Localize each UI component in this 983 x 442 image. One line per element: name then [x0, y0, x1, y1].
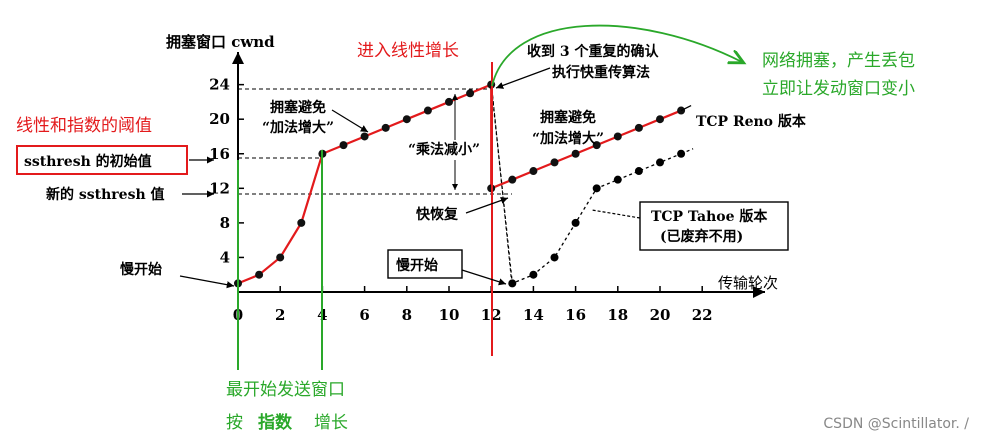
tahoe-extension [680, 148, 694, 155]
y-tick-label: 12 [209, 179, 230, 197]
reno-point [508, 175, 517, 184]
tahoe-point [592, 184, 601, 193]
guide-lines [238, 88, 513, 287]
tahoe-label-box [639, 201, 789, 251]
reno-point [529, 167, 538, 176]
reno-point [613, 132, 622, 141]
tahoe-series-sub: (已废弃不用) [660, 228, 743, 245]
tahoe-point [656, 158, 664, 167]
x-tick-label: 18 [607, 306, 628, 324]
y-tick-label: 24 [209, 76, 230, 94]
tahoe-point [529, 270, 538, 279]
reno-point [571, 149, 580, 158]
x-tick-label: 20 [650, 306, 671, 324]
fast-recovery-arrow [465, 197, 509, 214]
tahoe-series-label: TCP Tahoe 版本 [651, 208, 768, 225]
reno-point [297, 218, 306, 227]
tahoe-point [634, 167, 643, 176]
x-tick-label: 16 [565, 306, 586, 324]
ssthresh-initial-box [16, 145, 188, 175]
series-layer [234, 80, 694, 288]
reno-point [550, 158, 559, 167]
reno-point [423, 106, 432, 115]
overlay-guides [237, 62, 493, 370]
linear-growth-note: 进入线性增长 [357, 41, 459, 61]
y-tick-label: 4 [220, 248, 230, 266]
reno-point [381, 123, 390, 132]
exp-growth-note-1: 最开始发送窗口 [226, 380, 345, 400]
axes: 拥塞窗口 cwnd 传输轮次 [166, 33, 778, 298]
y-axis-label: 拥塞窗口 cwnd [166, 33, 275, 51]
exp-growth-note-2b: 指数 [258, 412, 293, 433]
exp-growth-note-2c: 增长 [314, 413, 348, 433]
y-tick-label: 20 [209, 110, 230, 128]
slow-start-left-label: 慢开始 [120, 261, 162, 278]
tahoe-label-arrow [591, 209, 641, 219]
reno-point [402, 115, 411, 124]
congestion-avoid-2a: 拥塞避免 [540, 109, 596, 126]
slow-start-right-arrow [461, 269, 507, 286]
reno-point [634, 123, 643, 132]
fast-recovery-label: 快恢复 [416, 206, 459, 223]
reno-point [360, 132, 369, 141]
congestion-note-curve [491, 24, 742, 87]
three-dup-ack-2: 执行快重传算法 [552, 64, 650, 81]
x-tick-label: 8 [402, 306, 412, 324]
reno-point [656, 115, 664, 124]
reno-point [445, 97, 453, 106]
multiplicative-decrease-label: “乘法减小” [408, 141, 480, 158]
y-tick-label: 16 [209, 145, 230, 163]
ticks: 02468101214161820224812162024 [209, 76, 713, 324]
congestion-avoid-1-arrow [331, 109, 369, 133]
slow-start-right-label: 慢开始 [396, 257, 438, 274]
congestion-avoid-1a: 拥塞避免 [270, 99, 326, 116]
reno-point [339, 141, 348, 150]
slow-start-left-arrow [179, 275, 235, 289]
congestion-note-1: 网络拥塞，产生丢包 [762, 51, 915, 71]
x-tick-label: 14 [523, 306, 544, 324]
y-tick-label: 8 [220, 214, 230, 232]
congestion-avoid-1b: “加法增大” [262, 119, 334, 136]
x-tick-label: 2 [275, 306, 285, 324]
tahoe-point [508, 279, 517, 288]
tahoe-point [571, 218, 580, 227]
x-tick-label: 22 [692, 306, 713, 324]
tahoe-series-line [490, 84, 682, 285]
ssthresh-initial-label: ssthresh 的初始值 [24, 153, 152, 170]
three-dup-ack-1: 收到 3 个重复的确认 [527, 43, 659, 60]
annotations: ssthresh 的初始值 新的 ssthresh 值 慢开始 慢开始 拥塞避免… [16, 43, 807, 289]
slow-start-right-box [387, 249, 463, 279]
x-axis-label: 传输轮次 [718, 274, 778, 292]
reno-point [466, 89, 475, 98]
ssthresh-new-label: 新的 ssthresh 值 [46, 186, 165, 203]
x-tick-label: 10 [439, 306, 460, 324]
x-tick-label: 6 [359, 306, 369, 324]
watermark: CSDN @Scintillator. / [823, 416, 969, 432]
three-dup-ack-arrow [495, 67, 551, 89]
reno-point [592, 141, 601, 150]
reno-extension [680, 104, 692, 112]
reno-point [276, 253, 285, 262]
congestion-avoid-2b: “加法增大” [532, 130, 604, 147]
reno-series-label: TCP Reno 版本 [696, 113, 807, 130]
exp-growth-note-2a: 按 [226, 413, 243, 433]
tahoe-point [613, 175, 622, 184]
reno-point [255, 270, 264, 279]
congestion-note-2: 立即让发动窗口变小 [762, 79, 915, 99]
overlay-notes: 线性和指数的阈值 进入线性增长 网络拥塞，产生丢包 立即让发动窗口变小 最开始发… [16, 24, 915, 433]
threshold-note: 线性和指数的阈值 [16, 116, 152, 136]
tahoe-point [550, 253, 559, 262]
